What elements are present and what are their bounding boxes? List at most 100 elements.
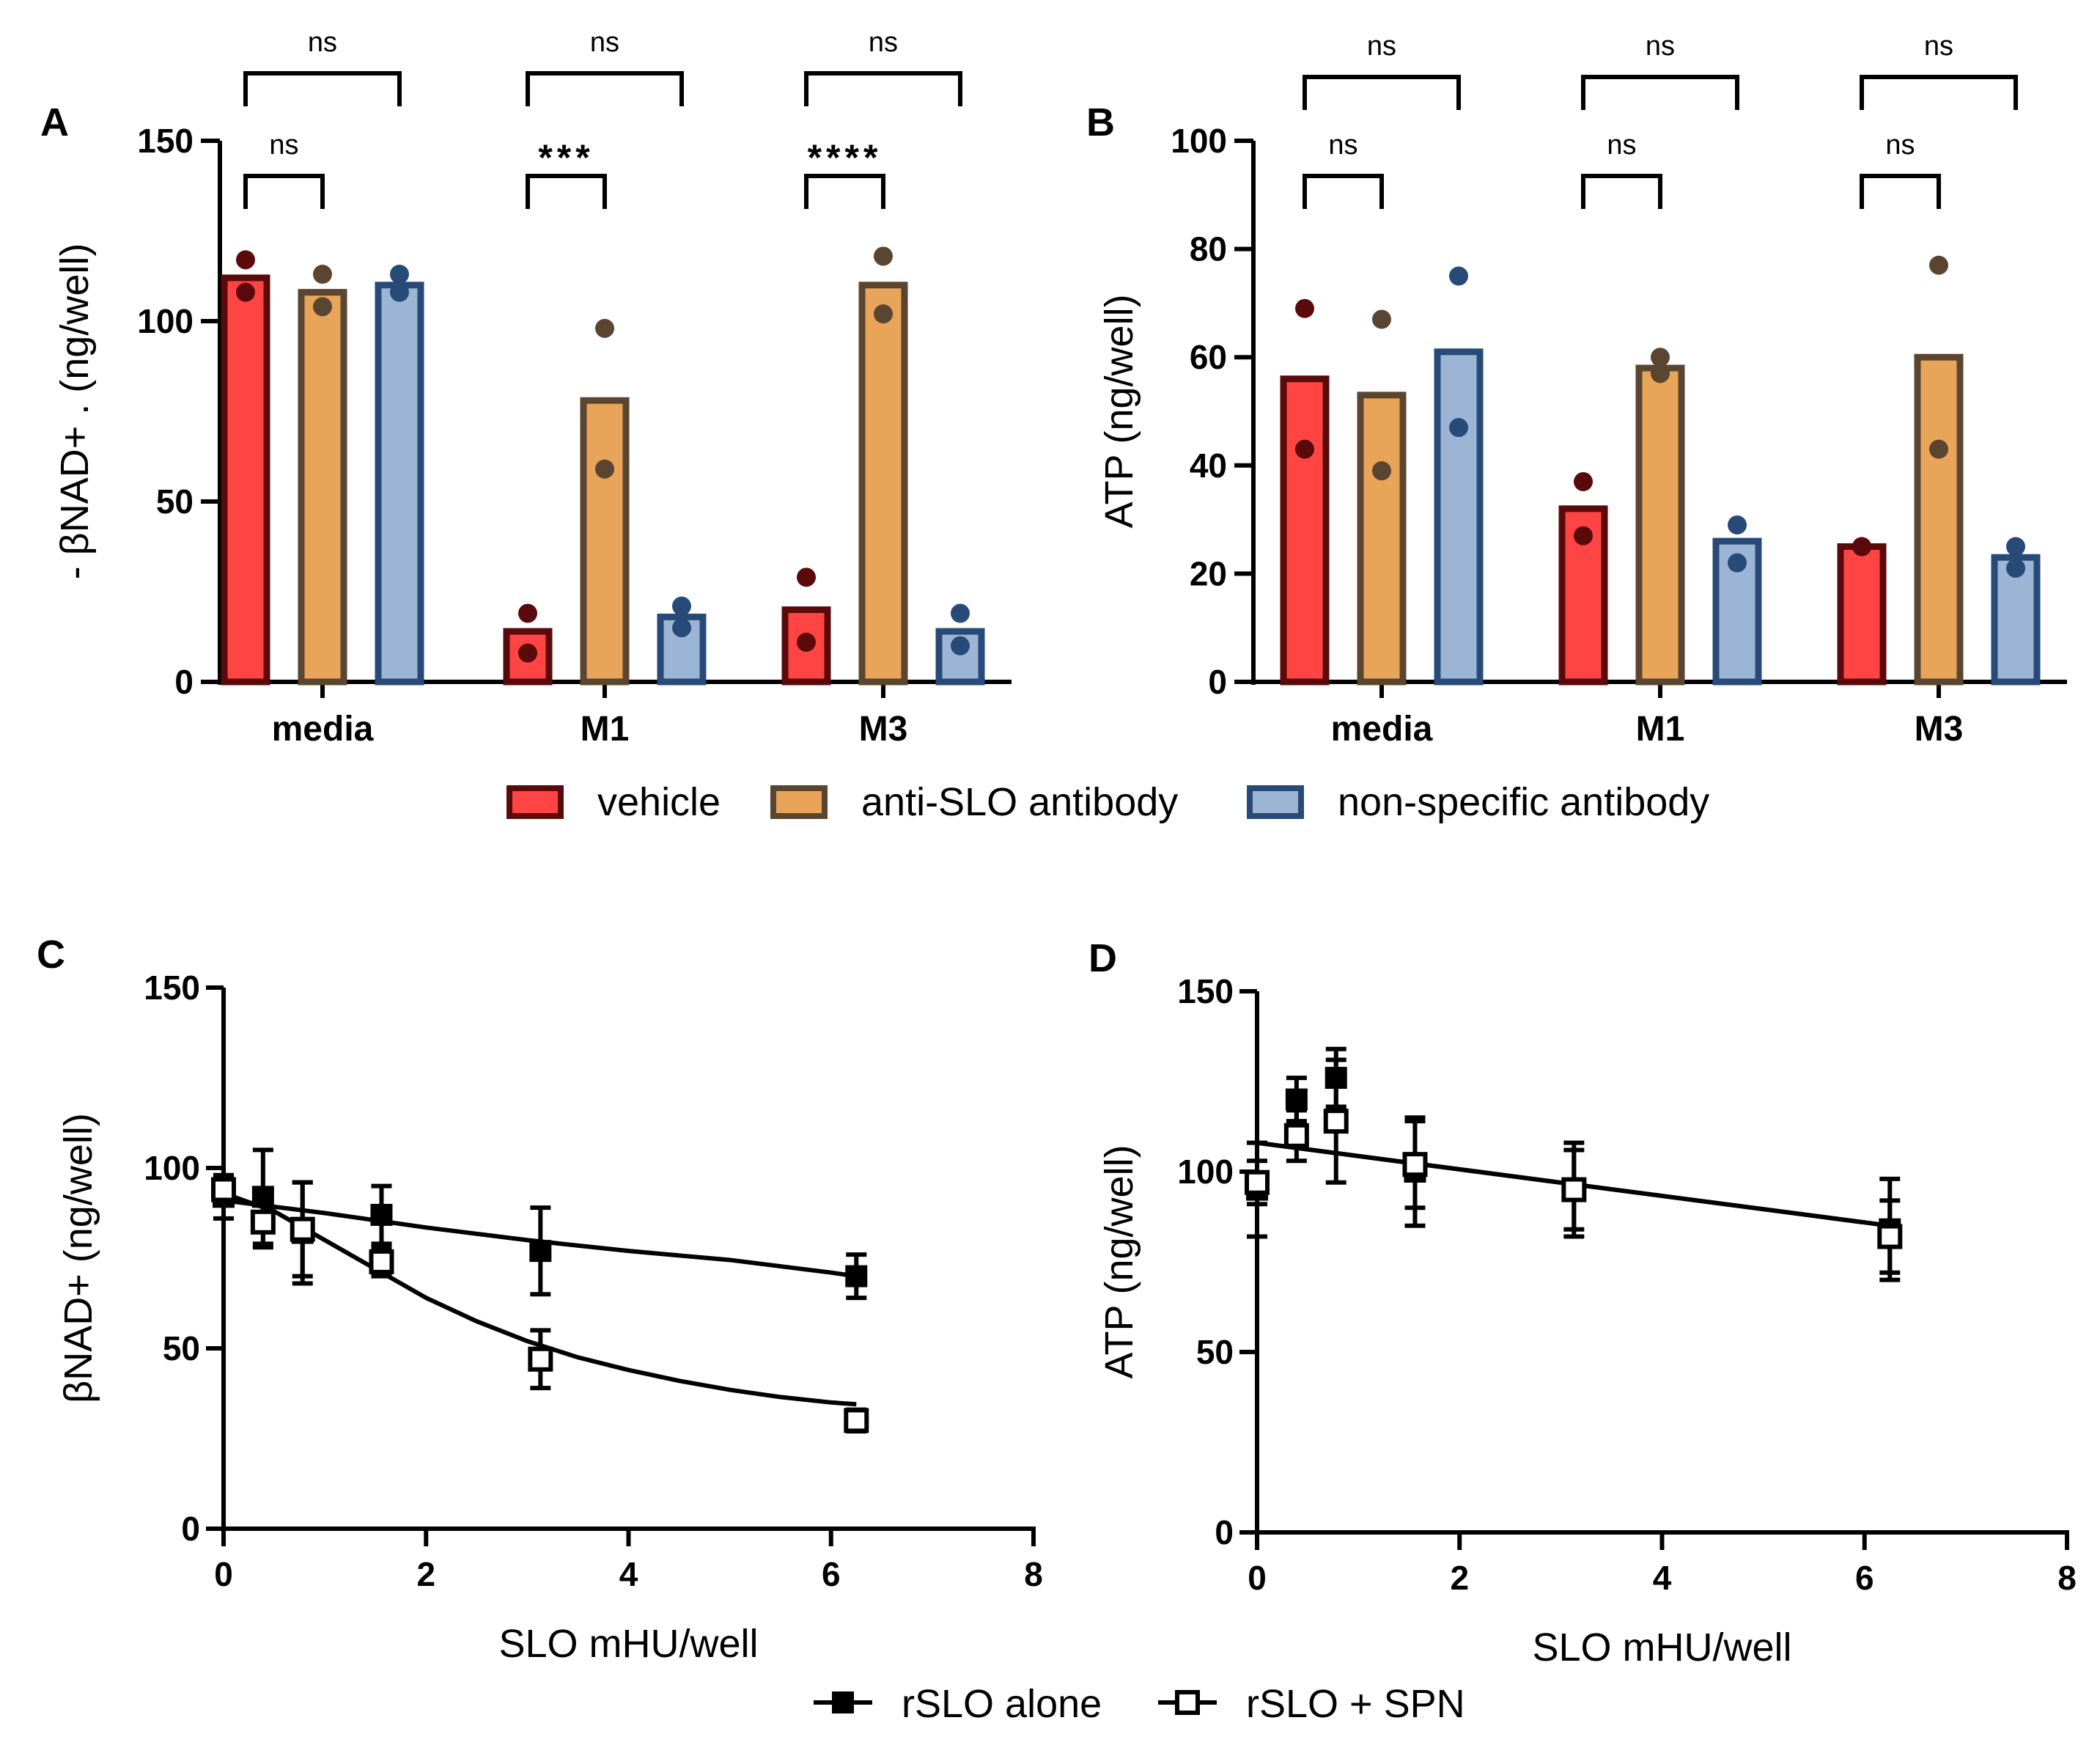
data-point: [951, 636, 970, 655]
panel-a-bar-chart: A 0 50 100 150 - βNAD+ . (ng/well) media ns ns M1…: [40, 27, 1012, 749]
legend-bottom: rSLO alone rSLO + SPN: [814, 1682, 1465, 1726]
significance-bracket: [1860, 75, 2018, 110]
x-tick-label: 0: [1248, 1559, 1267, 1597]
significance-bracket: [1303, 75, 1461, 110]
significance-bracket: [1581, 174, 1662, 209]
data-point: [2006, 537, 2025, 556]
data-point: [1295, 439, 1314, 459]
significance-label: ns: [269, 130, 298, 161]
bar: [781, 606, 831, 686]
y-tick-label: 50: [156, 482, 194, 521]
data-point-open: [1402, 1152, 1428, 1178]
bar: [1280, 375, 1330, 686]
data-point-open: [1561, 1177, 1587, 1202]
data-point-open: [1283, 1123, 1309, 1148]
data-point-open: [1323, 1109, 1349, 1134]
data-point: [313, 297, 332, 317]
panel-d-scatter-chart: D 0 50 100 150 0 2 4 6 8 ATP (ng/well) SLO mHU/well: [1088, 936, 2077, 1669]
data-point: [390, 282, 409, 302]
data-point-open: [369, 1249, 394, 1274]
x-tick-label: 8: [2057, 1559, 2077, 1597]
panel-label-c: C: [37, 933, 65, 977]
panel-b-bar-chart: B 0 20 40 60 80 100 ATP (ng/well) media ns ns M1 ns n…: [1086, 31, 2067, 749]
data-point-open: [1245, 1169, 1270, 1195]
data-point-open: [290, 1216, 315, 1242]
x-tick-label: 8: [1024, 1555, 1043, 1593]
data-point: [1372, 461, 1391, 481]
data-point: [1852, 537, 1871, 556]
significance-label: ****: [808, 137, 883, 178]
panel-label-d: D: [1088, 936, 1117, 980]
significance-label: ns: [869, 27, 898, 58]
panel-c-scatter-chart: C 0 50 100 150 0 2 4 6 8 βNAD+ (ng/well) SLO mHU/we…: [37, 933, 1043, 1666]
y-tick-label: 50: [163, 1329, 200, 1367]
bar: [1991, 554, 2041, 686]
bar: [221, 274, 270, 686]
data-point: [1449, 418, 1468, 438]
y-tick-label: 0: [174, 663, 194, 701]
significance-label: ns: [1607, 130, 1636, 161]
x-tick-label: 6: [822, 1555, 841, 1593]
y-tick-label: 80: [1190, 230, 1227, 268]
data-point: [518, 603, 537, 623]
panel-label-b: B: [1086, 100, 1115, 144]
x-tick-label: 4: [1653, 1559, 1672, 1597]
y-axis-title: ATP (ng/well): [1097, 1145, 1141, 1378]
legend-top: vehicle anti-SLO antibody non-specific ant…: [506, 780, 1709, 824]
x-tick-label: 2: [416, 1555, 435, 1593]
bar: [503, 628, 553, 686]
bar: [1635, 364, 1685, 686]
bar: [858, 282, 908, 686]
legend-label: rSLO alone: [902, 1682, 1102, 1726]
y-tick-label: 50: [1196, 1333, 1234, 1371]
bar: [1357, 392, 1407, 686]
significance-bracket: [526, 71, 684, 106]
category-label: media: [272, 710, 374, 749]
data-point: [1929, 255, 1948, 275]
data-point: [1929, 439, 1948, 459]
data-point-filled: [529, 1240, 552, 1263]
significance-bracket: [804, 174, 885, 209]
legend-label: non-specific antibody: [1338, 780, 1709, 824]
y-tick-label: 100: [144, 1149, 200, 1187]
significance-bracket: [243, 174, 325, 209]
data-point-open: [211, 1177, 236, 1202]
data-point: [874, 246, 893, 266]
x-axis-title: SLO mHU/well: [1532, 1625, 1791, 1669]
data-point: [797, 632, 816, 652]
data-point: [672, 618, 691, 638]
y-tick-label: 20: [1190, 554, 1227, 592]
y-tick-label: 100: [137, 302, 194, 340]
legend-label: anti-SLO antibody: [861, 780, 1178, 824]
significance-label: ns: [1328, 130, 1357, 161]
significance-bracket: [1860, 174, 1941, 209]
data-point: [236, 282, 255, 302]
category-label: M3: [1915, 710, 1964, 749]
category-label: M1: [1636, 710, 1685, 749]
data-point: [1449, 266, 1468, 286]
data-point: [1574, 471, 1593, 491]
legend-swatch-anti: [770, 785, 828, 819]
y-tick-label: 0: [1208, 663, 1227, 701]
data-point: [1651, 348, 1670, 367]
category-label: media: [1331, 710, 1433, 749]
x-axis-title: SLO mHU/well: [498, 1622, 758, 1666]
y-axis-title: ATP (ng/well): [1097, 294, 1141, 528]
panel-label-a: A: [40, 100, 69, 144]
legend-swatch-nonspec: [1247, 785, 1304, 819]
data-point: [951, 603, 970, 623]
y-tick-label: 60: [1190, 338, 1227, 376]
data-point-filled: [370, 1203, 393, 1226]
data-point: [2006, 559, 2025, 578]
significance-label: ns: [1924, 31, 1953, 62]
significance-label: ns: [308, 27, 337, 58]
significance-bracket: [243, 71, 402, 106]
data-point: [672, 596, 691, 616]
bar: [375, 282, 424, 686]
data-point: [1728, 553, 1747, 573]
data-point: [518, 643, 537, 663]
legend-swatch-vehicle: [506, 785, 564, 819]
significance-label: ***: [538, 137, 594, 178]
bar: [580, 397, 630, 686]
x-tick-label: 2: [1450, 1559, 1469, 1597]
